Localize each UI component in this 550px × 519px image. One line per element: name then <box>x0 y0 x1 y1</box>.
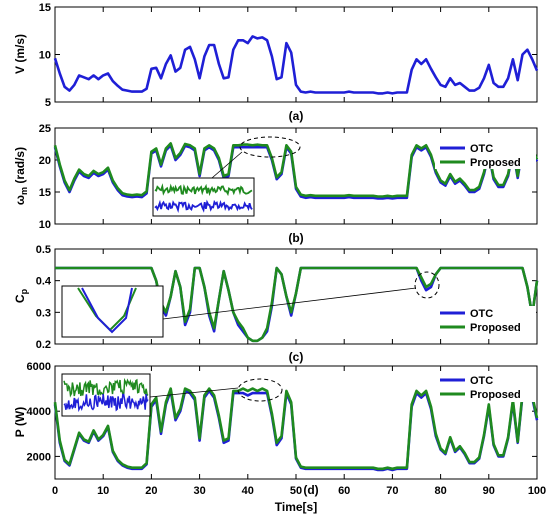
ytick-label: 10 <box>39 50 51 62</box>
legend-d: OTC Proposed <box>435 372 536 402</box>
zoom-ellipse-c <box>414 271 440 299</box>
inset-b-otc <box>154 199 253 214</box>
caption-a: (a) <box>289 109 304 123</box>
legend-box-d <box>435 372 536 402</box>
ytick-label: 6000 <box>27 361 51 373</box>
inset-d-proposed <box>63 377 149 398</box>
xtick-label: 30 <box>193 485 205 497</box>
xtick-label: 0 <box>52 485 58 497</box>
legend-label-proposed-d: Proposed <box>470 389 521 401</box>
ytick-label: 0.4 <box>36 276 52 288</box>
panel-b: 10 15 20 25 ωm (rad/s) (b) OTC Proposed <box>13 123 539 245</box>
inset-b-proposed <box>154 183 253 197</box>
legend-label-otc-d: OTC <box>470 375 493 387</box>
series-line-wind-speed <box>53 35 539 95</box>
ylabel-d: P (W) <box>13 407 27 437</box>
ytick-label: 4000 <box>27 406 51 418</box>
ytick-label: 0.2 <box>36 339 51 351</box>
ytick-label: 0.3 <box>36 307 51 319</box>
caption-d: (d) <box>303 483 318 497</box>
ytick-label: 10 <box>39 219 51 231</box>
x-axis-label: Time[s] <box>275 500 317 514</box>
legend-box-b <box>435 141 536 169</box>
xtick-label: 10 <box>97 485 109 497</box>
xtick-label: 90 <box>483 485 495 497</box>
legend-label-proposed-b: Proposed <box>470 157 521 169</box>
panel-a: 5 10 15 V (m/s) (a) <box>13 2 539 123</box>
zoom-arrow-c <box>162 287 417 320</box>
inset-box-c <box>61 285 164 338</box>
panel-c: 0.2 0.3 0.4 0.5 Cp (c) OTC Proposed <box>13 244 539 364</box>
zoom-ellipse-b <box>239 136 301 158</box>
legend-label-proposed-c: Proposed <box>470 322 521 334</box>
caption-b: (b) <box>288 231 303 245</box>
ylabel-b: ωm (rad/s) <box>13 147 29 205</box>
xtick-label: 60 <box>338 485 350 497</box>
ylabel-a: V (m/s) <box>13 34 27 74</box>
ytick-label: 5 <box>45 97 51 109</box>
ytick-label: 15 <box>39 2 51 14</box>
inset-d-otc <box>63 393 149 413</box>
inset-c-otc <box>81 287 133 334</box>
panel-d: 2000 4000 6000 0 10 20 30 40 50 60 70 80 90 100 P (W)… <box>13 361 546 514</box>
ytick-label: 15 <box>39 187 51 199</box>
series-line-proposed <box>55 266 539 343</box>
series-line-proposed <box>53 387 539 471</box>
ytick-label: 20 <box>39 155 51 167</box>
ytick-label: 0.5 <box>36 244 51 256</box>
legend-label-otc-b: OTC <box>470 143 493 155</box>
ytick-label: 25 <box>39 123 51 135</box>
legend-b: OTC Proposed <box>435 141 536 169</box>
legend-label-otc-c: OTC <box>470 308 493 320</box>
caption-c: (c) <box>289 350 304 364</box>
ylabel-c: Cp <box>13 288 29 303</box>
legend-c: OTC Proposed <box>435 306 536 336</box>
series-line-proposed <box>53 142 539 198</box>
xtick-label: 70 <box>386 485 398 497</box>
xtick-label: 20 <box>145 485 157 497</box>
zoom-arrow-d <box>149 387 239 398</box>
xtick-label: 40 <box>242 485 254 497</box>
ytick-label: 2000 <box>27 451 51 463</box>
xtick-label: 50 <box>290 485 302 497</box>
legend-box-c <box>435 306 536 336</box>
zoom-ellipse-d <box>237 378 283 402</box>
xtick-label: 80 <box>434 485 446 497</box>
xtick-label: 100 <box>528 485 546 497</box>
